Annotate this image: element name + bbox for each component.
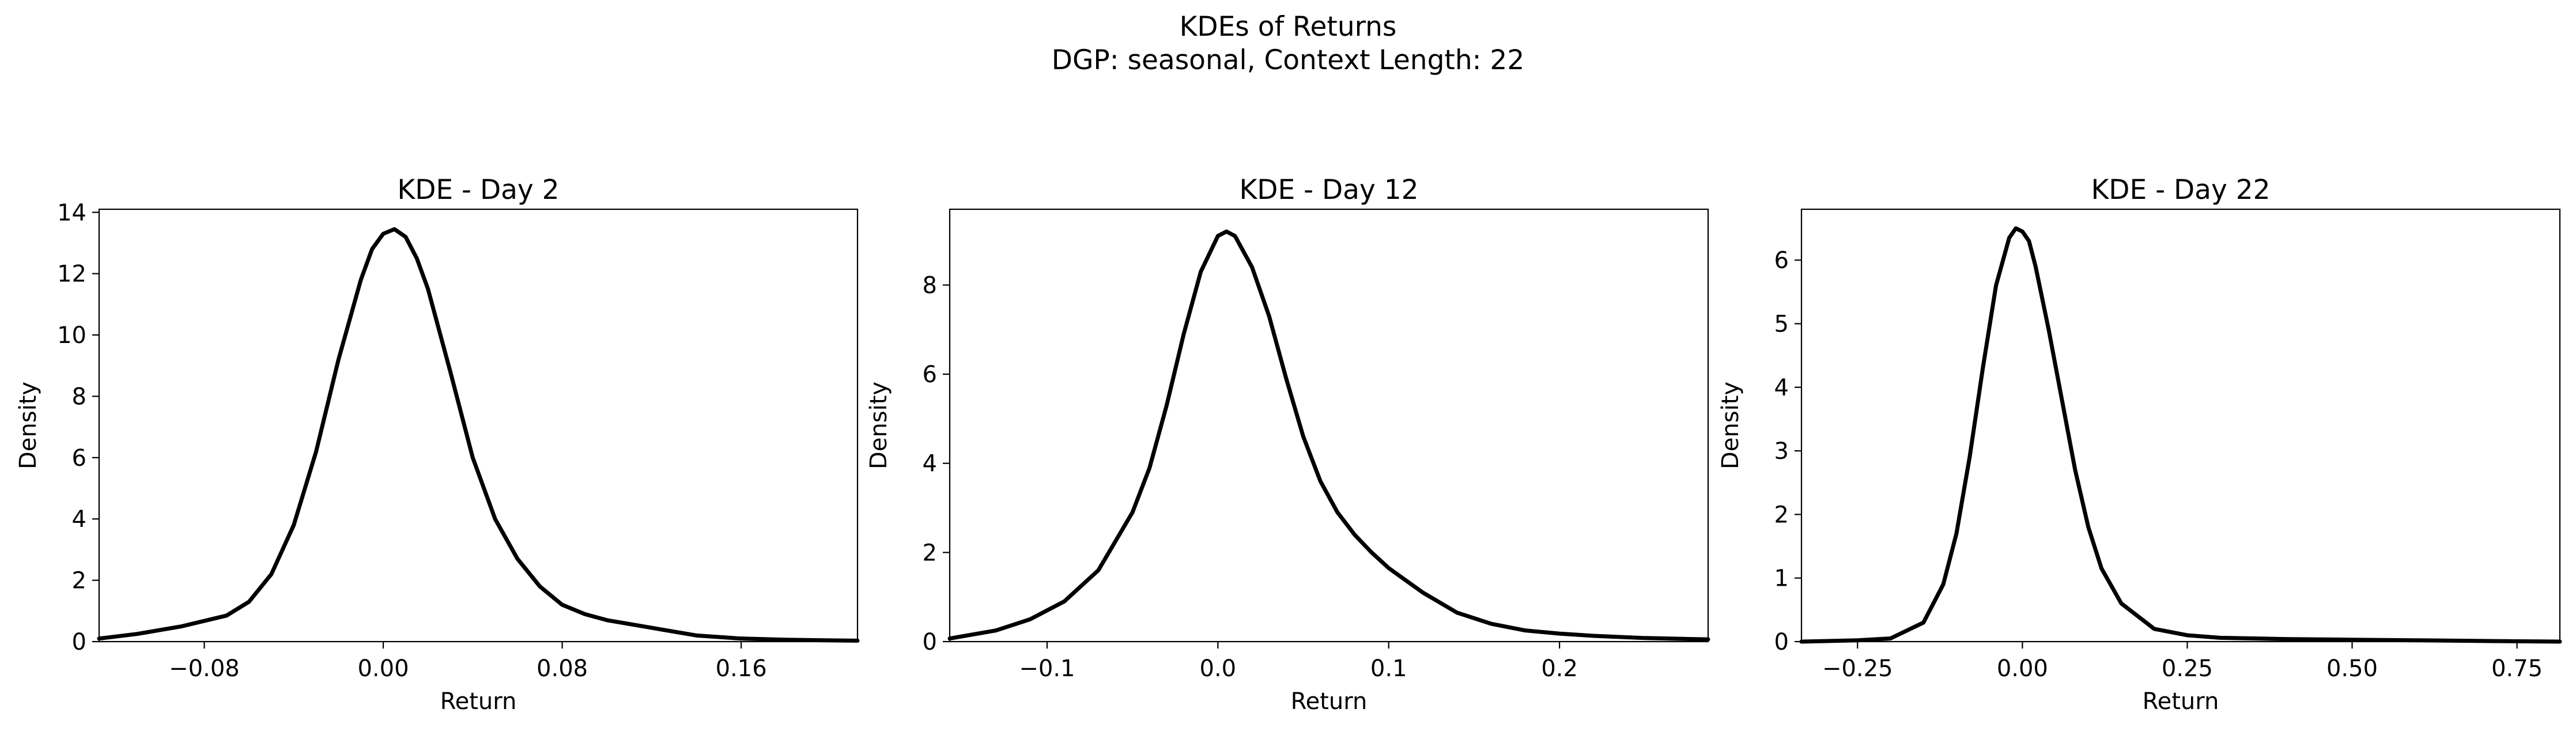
x-tick-label: 0.2 (1541, 655, 1578, 682)
x-tick-label: 0.25 (2162, 655, 2213, 682)
y-tick-label: 8 (72, 383, 86, 410)
y-tick-label: 14 (57, 199, 86, 226)
x-tick-label: 0.08 (537, 655, 588, 682)
y-tick-label: 4 (923, 451, 937, 477)
y-tick-label: 2 (923, 540, 937, 566)
x-tick-label: 0.0 (1200, 655, 1237, 682)
y-axis-label: Density (15, 382, 41, 469)
y-tick-label: 1 (1774, 566, 1789, 592)
x-tick-label: 0.00 (357, 655, 409, 682)
subplot-title: KDE - Day 22 (2091, 174, 2270, 206)
y-tick-label: 8 (923, 272, 937, 299)
y-tick-label: 0 (1774, 629, 1789, 655)
x-tick-label: 0.00 (1997, 655, 2048, 682)
y-tick-label: 6 (1774, 247, 1789, 274)
x-tick-label: 0.50 (2326, 655, 2378, 682)
y-tick-label: 12 (57, 261, 86, 288)
x-tick-label: −0.1 (1019, 655, 1075, 682)
subplot-panels: KDE - Day 2−0.08 0.00 0.08 0.1602468101214R… (15, 174, 2562, 715)
x-axis-label: Return (1291, 688, 1368, 715)
x-tick-label: 0.1 (1370, 655, 1407, 682)
y-tick-label: 0 (72, 629, 86, 655)
y-tick-label: 4 (1774, 375, 1789, 401)
y-tick-label: 2 (1774, 502, 1789, 528)
y-tick-label: 10 (57, 322, 86, 349)
kde-curve (97, 227, 860, 643)
kde-panel: KDE - Day 2 −0.08 0.00 0.08 0.16 0 2 4 6 8 10 12 14 R… (15, 174, 860, 715)
x-tick-label: −0.08 (169, 655, 240, 682)
y-tick-label: 4 (72, 506, 86, 533)
kde-panel: KDE - Day 22 −0.25 0.00 0.25 0.50 0.75 0 1 2 3 4 5 6… (1717, 174, 2562, 715)
y-tick-label: 0 (923, 629, 937, 655)
y-tick-label: 5 (1774, 311, 1789, 338)
y-axis-label: Density (1717, 382, 1744, 469)
figure-title: KDEs of Returns (1180, 11, 1397, 43)
y-tick-label: 3 (1774, 438, 1789, 465)
axes-frame (98, 208, 859, 643)
kde-curve (1799, 226, 2562, 644)
axes-frame (1800, 208, 2561, 643)
kde-panel: KDE - Day 12 −0.1 0.0 0.1 0.2 0 2 4 6 8 Return Dens… (866, 174, 1710, 715)
x-axis-label: Return (2143, 688, 2219, 715)
x-tick-label: 0.16 (716, 655, 767, 682)
kde-curve (947, 229, 1710, 642)
y-tick-label: 2 (72, 568, 86, 594)
subplot-title: KDE - Day 2 (397, 174, 559, 206)
subplot-title: KDE - Day 12 (1239, 174, 1418, 206)
y-tick-label: 6 (923, 361, 937, 388)
y-axis-label: Density (866, 382, 892, 469)
axes-frame (949, 208, 1709, 643)
x-tick-label: −0.25 (1822, 655, 1893, 682)
x-axis-label: Return (440, 688, 517, 715)
y-tick-label: 6 (72, 445, 86, 472)
figure-subtitle: DGP: seasonal, Context Length: 22 (1052, 44, 1524, 76)
x-tick-label: 0.75 (2491, 655, 2543, 682)
